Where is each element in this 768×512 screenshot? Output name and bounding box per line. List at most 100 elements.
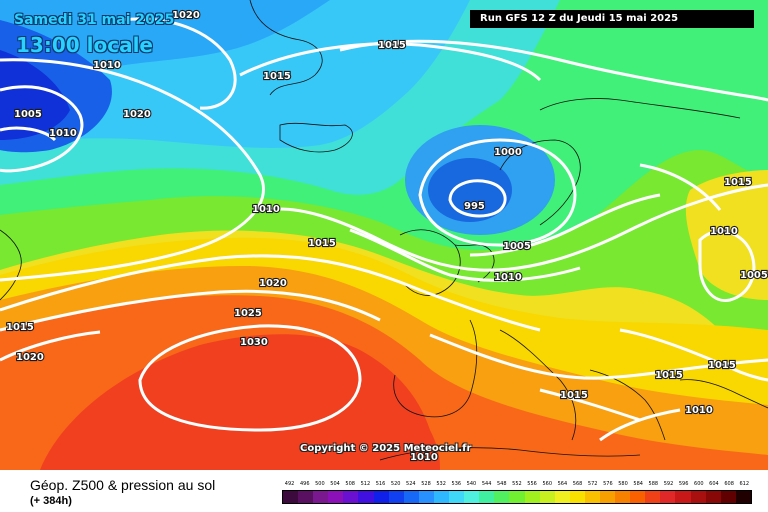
z500-low-greenland-core (0, 50, 70, 140)
scale-value-label: 536 (451, 481, 462, 487)
z500-band-red (40, 334, 440, 470)
scale-swatch (509, 491, 525, 503)
scale-swatch (298, 491, 314, 503)
scale-value-label: 564 (557, 481, 568, 487)
scale-value-label: 504 (330, 481, 340, 487)
isobar-label: 1020 (172, 10, 200, 21)
isobar-labels: 1020 1010 1005 1010 1020 1015 1015 1000 … (5, 9, 768, 464)
scale-value-label: 520 (390, 481, 401, 487)
isobar-label: 1015 (708, 360, 736, 371)
scale-swatch (464, 491, 480, 503)
scale-value-label: 584 (633, 481, 643, 487)
scale-value-label: 580 (618, 481, 628, 487)
scale-swatch (705, 491, 721, 503)
scale-value-label: 600 (694, 481, 704, 487)
isobar-label: 1015 (308, 238, 336, 249)
z500-low-core (428, 158, 512, 222)
isobar-label: 1010 (410, 452, 438, 463)
scale-swatch (675, 491, 691, 503)
scale-swatch (630, 491, 646, 503)
forecast-time: 13:00 locale (16, 33, 153, 57)
scale-swatch (433, 491, 450, 503)
scale-swatch (524, 491, 540, 503)
legend-title: Géop. Z500 & pression au sol (30, 477, 216, 493)
scale-value-label: 612 (739, 481, 750, 487)
isobar-label: 1030 (240, 337, 268, 348)
scale-value-label: 560 (542, 481, 552, 487)
scale-swatch (328, 491, 344, 503)
isobar-label: 1010 (685, 405, 713, 416)
scale-value-label: 548 (496, 481, 507, 487)
isobar-label: 1015 (655, 370, 683, 381)
scale-swatch (479, 491, 495, 503)
scale-value-label: 608 (724, 481, 734, 487)
scale-value-label: 496 (299, 481, 310, 487)
isobar-label: 1025 (234, 308, 262, 319)
scale-swatch (403, 491, 419, 503)
weather-map: 1020 1010 1005 1010 1020 1015 1015 1000 … (0, 0, 768, 470)
color-scale-labels: 492 496 500 504 508 512 516 520 524 528 532 536 540 5… (282, 478, 752, 490)
scale-swatch (313, 491, 329, 503)
scale-swatch (418, 491, 434, 503)
scale-value-label: 572 (587, 481, 598, 487)
scale-swatch (599, 491, 616, 503)
z500-band-sky (0, 0, 330, 110)
scale-value-label: 576 (603, 481, 613, 487)
isobar-label: 1000 (494, 147, 522, 158)
scale-swatch (584, 491, 600, 503)
scale-swatch (373, 491, 389, 503)
scale-value-label: 552 (512, 481, 522, 487)
scale-swatch (645, 491, 661, 503)
isobar-label: 1015 (724, 177, 752, 188)
scale-swatch (569, 491, 585, 503)
isobar-label: 1005 (14, 109, 42, 120)
isobar-label: 1010 (710, 226, 738, 237)
isobar-label: 1010 (49, 128, 77, 139)
isobar-label: 995 (464, 201, 485, 212)
scale-value-label: 596 (678, 481, 689, 487)
isobar-label: 1010 (252, 204, 280, 215)
scale-value-label: 492 (284, 481, 295, 487)
isobar-label: 1020 (16, 352, 44, 363)
scale-swatch (554, 491, 570, 503)
scale-swatch (690, 491, 706, 503)
scale-swatch (388, 491, 404, 503)
scale-value-label: 592 (663, 481, 674, 487)
scale-swatch (660, 491, 676, 503)
scale-swatch (358, 491, 374, 503)
forecast-date: Samedi 31 mai 2025 (14, 12, 175, 28)
scale-value-label: 544 (481, 481, 492, 487)
isobar-label: 1015 (6, 322, 34, 333)
isobar-label: 1015 (378, 40, 406, 51)
isobar-label: 1010 (494, 272, 522, 283)
scale-swatch (494, 491, 510, 503)
legend-footer: Géop. Z500 & pression au sol (+ 384h) 49… (0, 470, 768, 512)
legend-subtitle: (+ 384h) (30, 495, 72, 507)
scale-swatch (615, 491, 631, 503)
scale-swatch (735, 491, 751, 503)
isobar-label: 1020 (259, 278, 287, 289)
copyright-notice: Copyright © 2025 Meteociel.fr (300, 443, 472, 454)
scale-value-label: 508 (345, 481, 355, 487)
scale-value-label: 604 (709, 481, 719, 487)
isobar-label: 1015 (263, 71, 291, 82)
scale-value-label: 500 (315, 481, 325, 487)
isobar-label: 1005 (503, 241, 531, 252)
scale-value-label: 556 (527, 481, 537, 487)
scale-value-label: 512 (360, 481, 371, 487)
scale-value-label: 540 (466, 481, 477, 487)
scale-value-label: 516 (375, 481, 386, 487)
scale-value-label: 568 (572, 481, 583, 487)
isobar-label: 1005 (740, 270, 768, 281)
scale-value-label: 532 (436, 481, 446, 487)
scale-value-label: 528 (421, 481, 431, 487)
scale-value-label: 588 (648, 481, 659, 487)
scale-swatch (343, 491, 359, 503)
scale-value-label: 524 (406, 481, 416, 487)
color-scale: 492 496 500 504 508 512 516 520 524 528 532 536 540 5… (282, 478, 752, 508)
coastlines (0, 0, 768, 461)
model-run-banner: Run GFS 12 Z du Jeudi 15 mai 2025 (470, 10, 754, 28)
isobar-label: 1020 (123, 109, 151, 120)
color-scale-swatches (282, 490, 752, 504)
scale-swatch (283, 491, 299, 503)
